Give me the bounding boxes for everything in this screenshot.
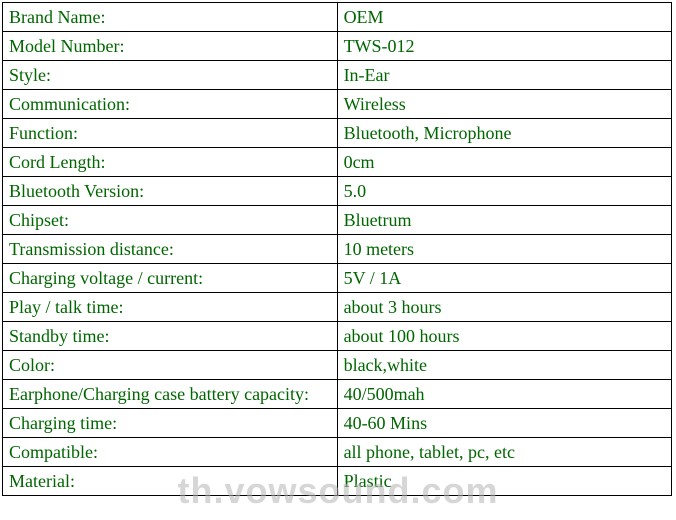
table-row: Brand Name:OEM [3, 3, 672, 32]
spec-label: Chipset: [3, 206, 338, 235]
spec-value: Bluetrum [337, 206, 671, 235]
spec-value: about 3 hours [337, 293, 671, 322]
table-row: Transmission distance:10 meters [3, 235, 672, 264]
spec-value: 10 meters [337, 235, 671, 264]
table-row: Earphone/Charging case battery capacity:… [3, 380, 672, 409]
spec-table-body: Brand Name:OEMModel Number:TWS-012Style:… [3, 3, 672, 496]
spec-label: Style: [3, 61, 338, 90]
spec-label: Model Number: [3, 32, 338, 61]
spec-value: Bluetooth, Microphone [337, 119, 671, 148]
spec-value: 0cm [337, 148, 671, 177]
spec-label: Earphone/Charging case battery capacity: [3, 380, 338, 409]
table-row: Style:In-Ear [3, 61, 672, 90]
spec-label: Compatible: [3, 438, 338, 467]
spec-value: 5.0 [337, 177, 671, 206]
spec-value: Plastic [337, 467, 671, 496]
spec-value: TWS-012 [337, 32, 671, 61]
spec-label: Color: [3, 351, 338, 380]
spec-label: Charging voltage / current: [3, 264, 338, 293]
spec-label: Material: [3, 467, 338, 496]
table-row: Standby time:about 100 hours [3, 322, 672, 351]
spec-value: black,white [337, 351, 671, 380]
table-row: Play / talk time:about 3 hours [3, 293, 672, 322]
table-row: Color:black,white [3, 351, 672, 380]
spec-value: 40-60 Mins [337, 409, 671, 438]
spec-label: Standby time: [3, 322, 338, 351]
spec-value: about 100 hours [337, 322, 671, 351]
spec-value: In-Ear [337, 61, 671, 90]
spec-label: Charging time: [3, 409, 338, 438]
table-row: Model Number:TWS-012 [3, 32, 672, 61]
table-row: Bluetooth Version:5.0 [3, 177, 672, 206]
table-row: Compatible:all phone, tablet, pc, etc [3, 438, 672, 467]
spec-value: 40/500mah [337, 380, 671, 409]
spec-label: Function: [3, 119, 338, 148]
table-row: Charging time:40-60 Mins [3, 409, 672, 438]
spec-label: Bluetooth Version: [3, 177, 338, 206]
spec-label: Brand Name: [3, 3, 338, 32]
spec-table: Brand Name:OEMModel Number:TWS-012Style:… [2, 2, 672, 496]
table-row: Charging voltage / current:5V / 1A [3, 264, 672, 293]
table-row: Chipset:Bluetrum [3, 206, 672, 235]
spec-value: all phone, tablet, pc, etc [337, 438, 671, 467]
spec-value: Wireless [337, 90, 671, 119]
spec-label: Play / talk time: [3, 293, 338, 322]
table-row: Material:Plastic [3, 467, 672, 496]
spec-value: OEM [337, 3, 671, 32]
table-row: Cord Length:0cm [3, 148, 672, 177]
spec-value: 5V / 1A [337, 264, 671, 293]
spec-label: Cord Length: [3, 148, 338, 177]
table-row: Function:Bluetooth, Microphone [3, 119, 672, 148]
spec-label: Communication: [3, 90, 338, 119]
table-row: Communication:Wireless [3, 90, 672, 119]
spec-label: Transmission distance: [3, 235, 338, 264]
